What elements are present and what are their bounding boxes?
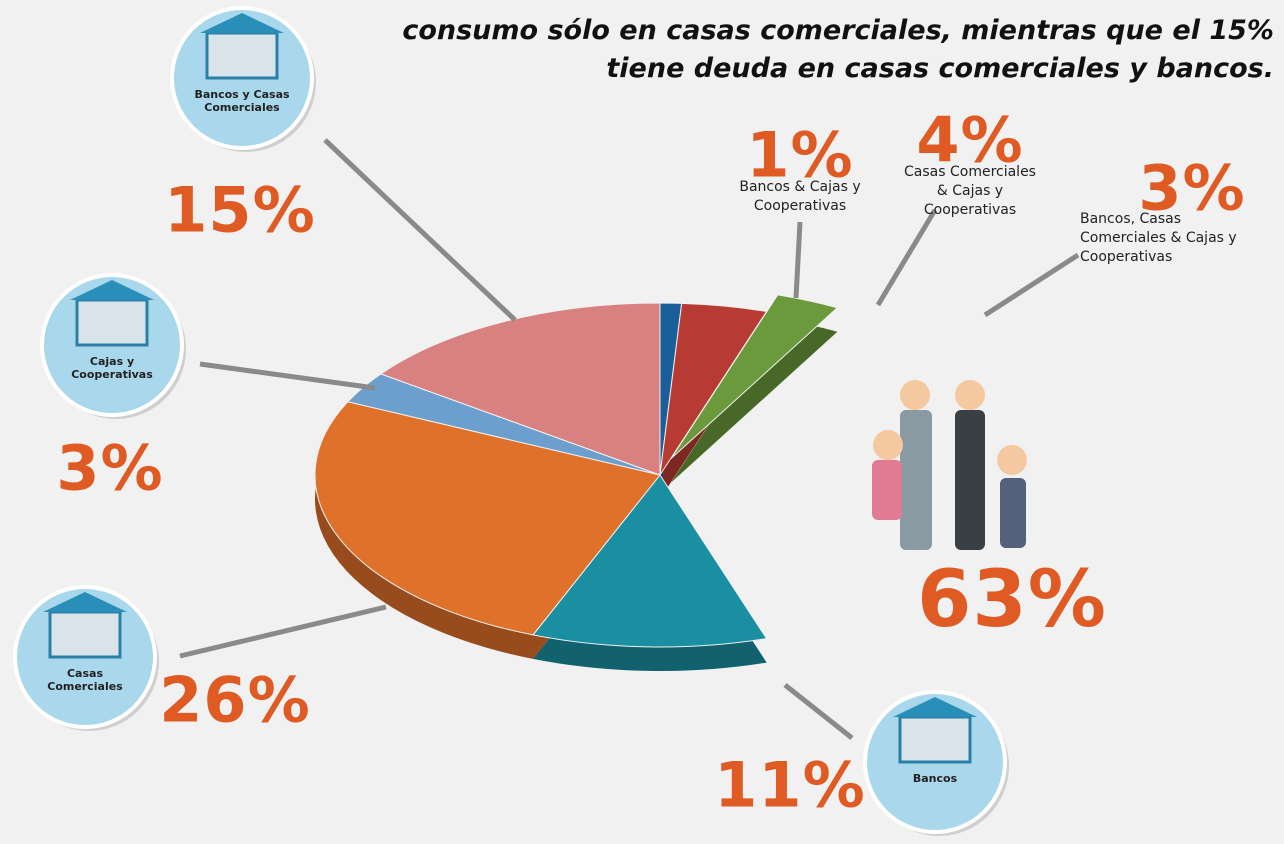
- total-label: 63%: [917, 555, 1107, 645]
- figure: [955, 410, 985, 550]
- value-label: 11%: [714, 749, 865, 822]
- icon-building: [77, 300, 147, 345]
- leader-line: [180, 607, 386, 656]
- figure: [872, 460, 902, 520]
- category-label: Cajas y Cooperativas: [57, 355, 167, 381]
- leader-line: [200, 364, 375, 388]
- figure-head: [873, 430, 903, 460]
- value-label: 4%: [916, 104, 1023, 177]
- value-label: 1%: [746, 119, 853, 192]
- icon-building: [50, 612, 120, 657]
- figure: [900, 410, 932, 550]
- page: {"chart_data":{"type":"pie", "title":["c…: [0, 0, 1284, 844]
- leader-line: [325, 140, 515, 320]
- leader-line: [785, 685, 852, 738]
- value-label: 3%: [1138, 152, 1245, 225]
- category-label: Casas Comerciales: [30, 667, 140, 693]
- leader-line: [985, 255, 1078, 315]
- figure-head: [900, 380, 930, 410]
- figure: [1000, 478, 1026, 548]
- leader-line: [796, 222, 800, 298]
- icon-building: [900, 717, 970, 762]
- value-label: 15%: [164, 174, 315, 247]
- figure-head: [955, 380, 985, 410]
- leader-line: [878, 210, 935, 305]
- value-label: 26%: [159, 664, 310, 737]
- category-label: Bancos y Casas Comerciales: [187, 88, 297, 114]
- icon-building: [207, 33, 277, 78]
- figure-head: [997, 445, 1027, 475]
- category-label: Bancos: [880, 772, 990, 785]
- value-label: 3%: [56, 432, 163, 505]
